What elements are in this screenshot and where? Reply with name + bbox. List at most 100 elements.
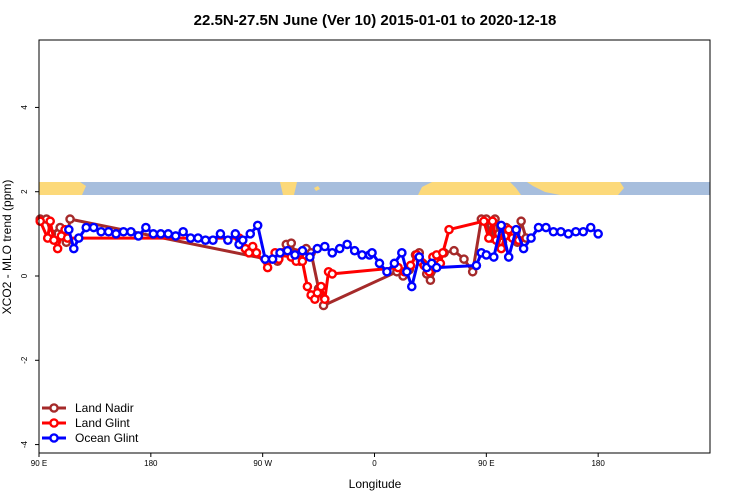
data-point <box>556 226 566 237</box>
data-point <box>49 235 59 245</box>
x-tick-label: 180 <box>144 459 158 468</box>
data-point <box>578 226 589 237</box>
chart-title: 22.5N-27.5N June (Ver 10) 2015-01-01 to … <box>194 12 557 29</box>
data-point <box>305 252 315 262</box>
legend-marker <box>49 403 59 413</box>
data-point <box>170 231 181 241</box>
data-point <box>290 250 300 260</box>
map-land-shape <box>314 186 320 191</box>
data-point <box>73 233 84 243</box>
data-point <box>45 216 55 227</box>
data-point <box>496 243 507 254</box>
data-point <box>503 224 514 235</box>
data-point <box>286 238 297 248</box>
data-point <box>185 233 196 243</box>
data-point <box>425 275 436 286</box>
data-point <box>459 254 469 264</box>
data-point <box>297 256 308 267</box>
data-point <box>178 226 188 237</box>
data-point <box>484 233 494 243</box>
data-point <box>496 220 507 231</box>
data-point <box>230 229 241 239</box>
legend-label: Ocean Glint <box>75 431 139 445</box>
legend-marker <box>49 418 59 428</box>
x-axis: 90 E 180 90 W 0 90 E 180 <box>31 453 605 468</box>
data-point <box>357 250 367 260</box>
data-point <box>327 269 338 279</box>
legend-marker <box>49 433 59 443</box>
x-tick-label: 180 <box>591 459 605 468</box>
data-point <box>431 262 442 273</box>
y-tick-label: 2 <box>20 189 29 194</box>
data-point <box>312 243 323 254</box>
data-point <box>571 226 581 237</box>
data-point <box>389 258 400 269</box>
data-point <box>262 262 273 273</box>
data-point <box>88 222 99 233</box>
data-point <box>593 229 603 239</box>
data-point <box>215 229 226 239</box>
data-point <box>126 226 136 237</box>
data-point <box>64 224 74 235</box>
data-point <box>52 243 63 254</box>
legend-entry: Land Nadir <box>42 401 134 415</box>
data-point <box>406 281 417 292</box>
data-point <box>133 231 144 241</box>
data-point <box>275 248 285 258</box>
legend-label: Land Nadir <box>75 401 134 415</box>
y-tick-label: 0 <box>20 273 29 278</box>
x-tick-label: 0 <box>372 459 377 468</box>
data-point <box>200 235 211 245</box>
data-point <box>367 248 377 258</box>
data-point <box>319 241 330 252</box>
data-point <box>563 229 574 239</box>
data-point <box>488 252 499 262</box>
data-point <box>282 245 293 256</box>
data-point <box>267 254 278 264</box>
data-point <box>414 252 425 262</box>
plot-marks <box>35 214 603 311</box>
data-point <box>297 245 308 256</box>
data-point <box>208 235 218 245</box>
legend-entry: Ocean Glint <box>42 431 139 445</box>
data-point <box>223 235 233 245</box>
data-point <box>374 258 385 269</box>
data-point <box>111 229 121 239</box>
data-point <box>511 224 521 235</box>
data-point <box>349 245 360 256</box>
data-point <box>252 220 263 231</box>
map-land-shape <box>39 182 86 195</box>
data-point <box>444 224 454 235</box>
data-point <box>548 226 559 237</box>
data-point <box>334 243 345 254</box>
data-point <box>141 222 151 233</box>
legend-label: Land Glint <box>75 416 130 430</box>
data-point <box>302 281 313 292</box>
data-point <box>516 216 526 227</box>
data-point <box>163 229 174 239</box>
data-point <box>65 214 75 224</box>
data-point <box>155 229 166 239</box>
data-point <box>382 266 392 277</box>
data-point <box>193 233 203 243</box>
data-point <box>316 281 326 292</box>
map-strip <box>39 182 710 195</box>
data-point <box>81 222 92 233</box>
data-point <box>585 222 596 233</box>
data-point <box>237 235 248 245</box>
map-land-shape <box>280 182 297 195</box>
data-point <box>541 222 551 233</box>
data-point <box>503 252 514 262</box>
data-point <box>397 248 407 258</box>
x-tick-label: 90 E <box>31 459 47 468</box>
data-point <box>96 226 106 237</box>
data-point <box>245 229 256 239</box>
data-point <box>319 294 330 304</box>
data-point <box>449 245 459 256</box>
data-point <box>481 250 492 260</box>
data-point <box>35 216 46 227</box>
data-point <box>533 222 544 233</box>
y-tick-label: -4 <box>20 440 29 448</box>
